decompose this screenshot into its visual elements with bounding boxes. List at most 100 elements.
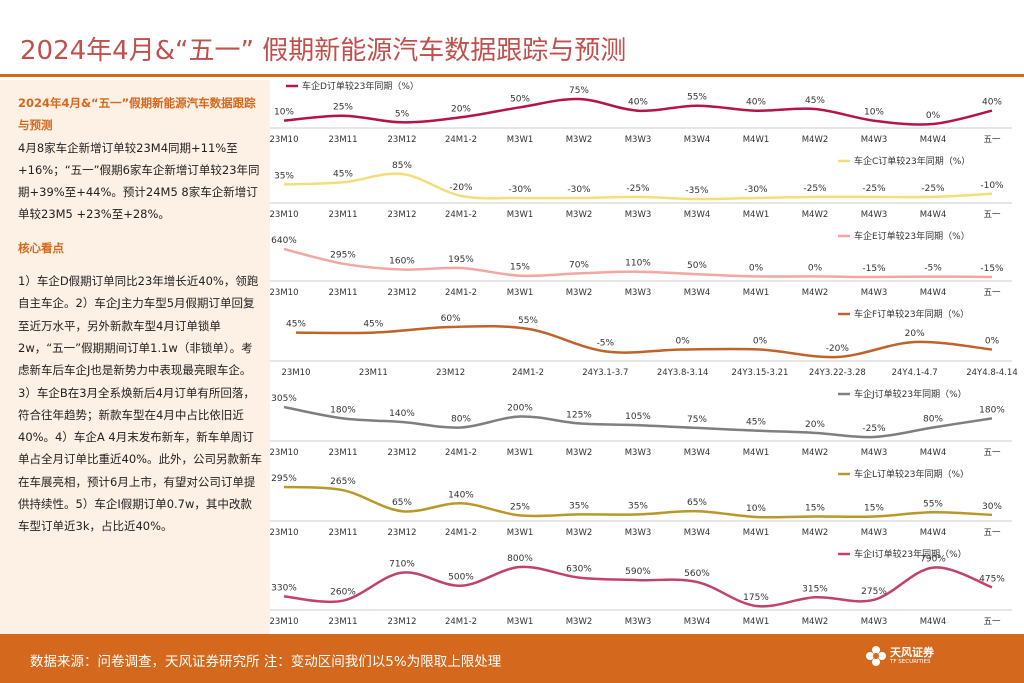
- chart-7-data-label: 630%: [566, 565, 592, 575]
- page-title: 2024年4月&“五一” 假期新能源汽车数据跟踪与预测: [20, 36, 627, 66]
- chart-7-legend-label: 车企I订单较23年同期（%）: [854, 548, 967, 560]
- chart-2-tick-label: 五一: [983, 210, 1001, 220]
- chart-3-legend-label: 车企E订单较23年同期（%）: [854, 230, 970, 242]
- chart-3-tick-label: M4W4: [920, 288, 947, 298]
- chart-3-data-label: 0%: [749, 263, 764, 273]
- chart-6-tick-label: 23M12: [388, 528, 417, 538]
- chart-1-data-label: 20%: [451, 104, 471, 114]
- chart-7-data-label: 275%: [861, 587, 887, 597]
- chart-7-data-label: 710%: [389, 560, 415, 570]
- chart-3-data-label: -15%: [980, 264, 1004, 274]
- chart-1-tick-label: M4W2: [802, 135, 829, 145]
- chart-6-data-label: 30%: [982, 502, 1002, 512]
- chart-2-data-label: 45%: [333, 169, 353, 179]
- chart-6-data-label: 295%: [271, 474, 297, 484]
- chart-3-tick-label: M4W2: [802, 288, 829, 298]
- chart-5-data-label: 105%: [625, 412, 651, 422]
- chart-1-data-label: 55%: [687, 93, 707, 103]
- chart-5-data-label: 80%: [923, 414, 943, 424]
- chart-4-data-label: 0%: [985, 337, 1000, 347]
- chart-5-tick-label: M4W4: [920, 448, 947, 458]
- chart-6-data-label: 265%: [330, 477, 356, 487]
- company-logo: 天风证券 TF SECURITIES: [864, 644, 934, 674]
- chart-5-tick-label: 23M11: [329, 448, 358, 458]
- chart-1-data-label: 75%: [569, 86, 589, 96]
- chart-5-data-label: 125%: [566, 410, 592, 420]
- chart-6-data-label: 35%: [569, 501, 589, 511]
- chart-3-data-label: -5%: [924, 264, 942, 274]
- chart-4-series-line: [295, 324, 993, 359]
- chart-3-data-label: 15%: [510, 263, 530, 273]
- chart-4-data-label: 60%: [441, 314, 461, 324]
- chart-3-data-label: 110%: [625, 259, 651, 269]
- chart-4-tick-label: 24Y3.22-3.28: [809, 368, 866, 378]
- chart-5-data-label: 80%: [451, 414, 471, 424]
- chart-2-tick-label: 23M11: [329, 210, 358, 220]
- chart-3-data-label: -15%: [862, 264, 886, 274]
- chart-2-data-label: -25%: [626, 184, 650, 194]
- chart-7-tick-label: M3W1: [507, 617, 534, 627]
- chart-7-data-label: 175%: [743, 593, 769, 603]
- chart-3-tick-label: M3W1: [507, 288, 534, 298]
- chart-1-tick-label: M3W2: [566, 135, 593, 145]
- chart-7-tick-label: M3W4: [684, 617, 711, 627]
- chart-4-data-label: 0%: [676, 337, 691, 347]
- chart-4-tick-label: 24Y3.1-3.7: [582, 368, 628, 378]
- chart-1-tick-label: M3W3: [625, 135, 652, 145]
- chart-2-tick-label: M3W4: [684, 210, 711, 220]
- chart-4-data-label: 55%: [518, 316, 538, 326]
- chart-1-tick-label: M4W3: [861, 135, 888, 145]
- chart-6-series-line: [283, 485, 993, 519]
- chart-4-tick-label: 23M11: [359, 368, 388, 378]
- chart-5-tick-label: M4W2: [802, 448, 829, 458]
- chart-5-tick-label: M4W3: [861, 448, 888, 458]
- chart-5-tick-label: 五一: [983, 448, 1001, 458]
- chart-2-data-label: -30%: [508, 185, 532, 195]
- chart-2-data-label: 35%: [274, 171, 294, 181]
- chart-7-tick-label: 24M1-2: [445, 617, 477, 627]
- chart-5-tick-label: 23M10: [270, 448, 298, 458]
- chart-7-data-label: 315%: [802, 584, 828, 594]
- chart-7-data-label: 590%: [625, 567, 651, 577]
- chart-5-data-label: 180%: [330, 405, 356, 415]
- chart-6-tick-label: 23M10: [270, 528, 298, 538]
- chart-1-data-label: 45%: [805, 96, 825, 106]
- chart-7-tick-label: 23M12: [388, 617, 417, 627]
- logo-flower-icon: [866, 646, 886, 666]
- summary-heading: 2024年4月&“五一”假期新能源汽车数据跟踪与预测: [18, 96, 256, 133]
- chart-4-legend-label: 车企F订单较23年同期（%）: [854, 308, 969, 320]
- chart-7-tick-label: 23M10: [270, 617, 298, 627]
- chart-1-data-label: 40%: [982, 98, 1002, 108]
- chart-1-data-label: 5%: [395, 109, 410, 119]
- chart-5-tick-label: M3W1: [507, 448, 534, 458]
- chart-3-data-label: 0%: [808, 263, 823, 273]
- chart-6-tick-label: M3W4: [684, 528, 711, 538]
- chart-3-data-label: 70%: [569, 260, 589, 270]
- chart-4-data-label: -20%: [826, 344, 850, 354]
- chart-5-data-label: 20%: [805, 420, 825, 430]
- chart-4-tick-label: 24Y4.8-4.14: [966, 368, 1018, 378]
- chart-2-tick-label: 24M1-2: [445, 210, 477, 220]
- chart-1-tick-label: 五一: [983, 135, 1001, 145]
- chart-4-data-label: -5%: [597, 338, 615, 348]
- chart-2-data-label: -25%: [803, 184, 827, 194]
- chart-2-tick-label: M4W4: [920, 210, 947, 220]
- chart-7-tick-label: M4W1: [743, 617, 770, 627]
- chart-5-tick-label: M3W4: [684, 448, 711, 458]
- chart-7-data-label: 475%: [979, 574, 1005, 584]
- chart-6-tick-label: M4W1: [743, 528, 770, 538]
- chart-4-data-label: 45%: [286, 320, 306, 330]
- chart-5-data-label: 45%: [746, 418, 766, 428]
- chart-6-data-label: 55%: [923, 499, 943, 509]
- chart-7-tick-label: M4W2: [802, 617, 829, 627]
- chart-6-data-label: 10%: [746, 504, 766, 514]
- core-paragraph: 1）车企D假期订单同比23年增长近40%，领跑自主车企。2）车企J主力车型5月假…: [18, 274, 263, 534]
- chart-7-data-label: 330%: [271, 583, 297, 593]
- chart-3-series-line: [283, 247, 993, 279]
- chart-5-data-label: 75%: [687, 415, 707, 425]
- chart-2-data-label: -35%: [685, 186, 709, 196]
- chart-6-tick-label: M3W1: [507, 528, 534, 538]
- summary-paragraph: 4月8家车企新增订单较23M4同期+11%至+16%；“五一”假期6家车企新增订…: [18, 140, 260, 222]
- chart-6-legend-label: 车企L订单较23年同期（%）: [854, 468, 969, 480]
- chart-2-data-label: -30%: [567, 185, 591, 195]
